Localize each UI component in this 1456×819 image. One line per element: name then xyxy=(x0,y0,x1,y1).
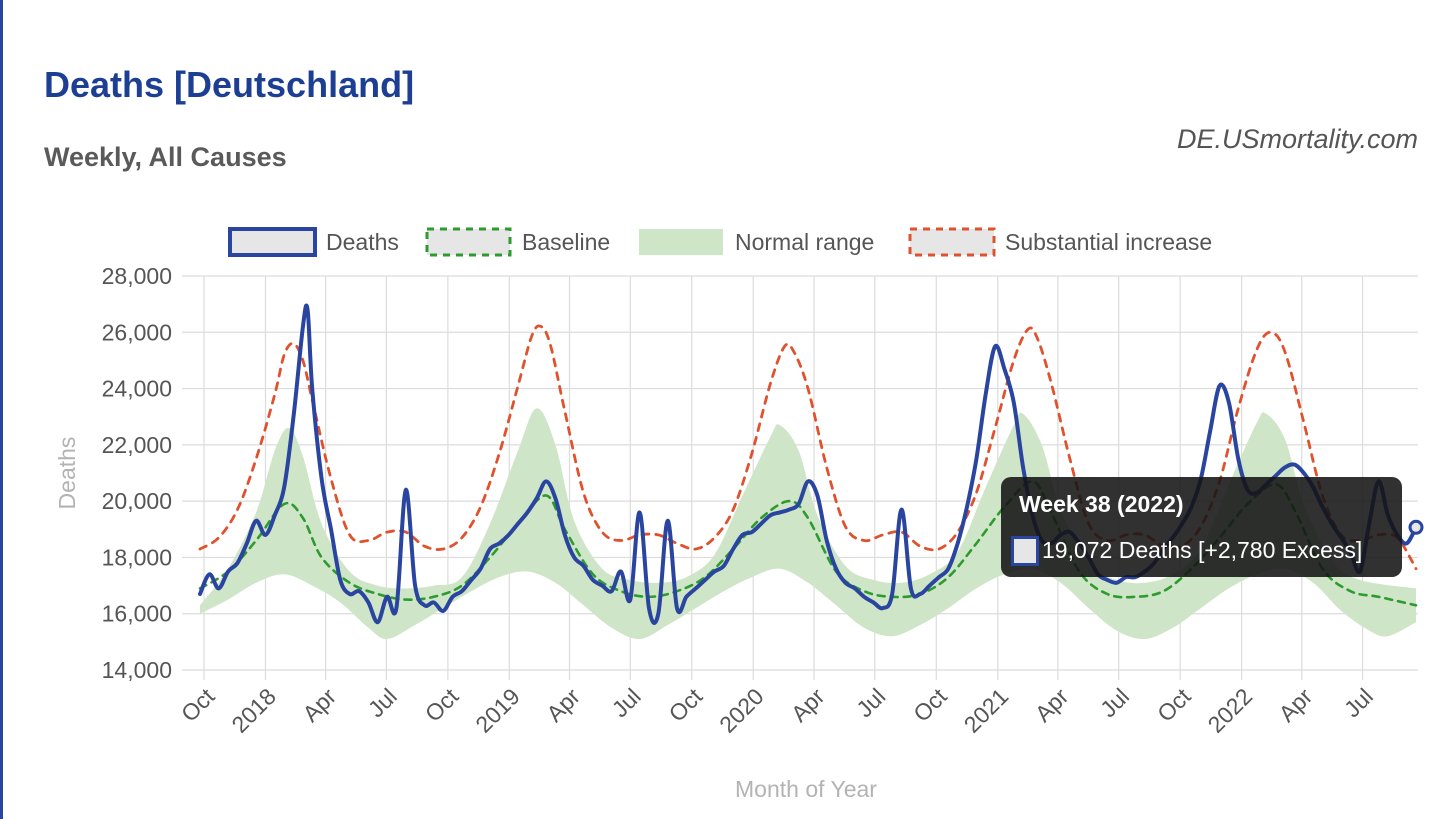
x-tick-label: Jul xyxy=(363,683,402,722)
x-tick-label: Oct xyxy=(420,683,464,727)
left-accent-rule xyxy=(0,0,3,819)
tooltip: Week 38 (2022) 19,072 Deaths [+2,780 Exc… xyxy=(1001,477,1402,577)
y-tick-label: 20,000 xyxy=(102,488,172,514)
x-tick-label: Jul xyxy=(1339,683,1378,722)
legend-item-deaths[interactable]: Deaths xyxy=(228,227,399,257)
legend-swatch-substantial-increase xyxy=(908,227,996,257)
y-tick-label: 16,000 xyxy=(102,601,172,627)
plot-area xyxy=(198,303,1418,640)
y-tick-label: 24,000 xyxy=(102,376,172,402)
legend: Deaths Baseline Normal range Substantial… xyxy=(228,227,1212,257)
legend-item-substantial-increase[interactable]: Substantial increase xyxy=(908,227,1212,257)
source-label: DE.USmortality.com xyxy=(1176,124,1418,154)
legend-label-normal-range: Normal range xyxy=(735,229,874,255)
x-axis: Oct 2018 Apr Jul Oct 2019 Apr Jul Oct 2020 Apr Jul O… xyxy=(176,683,1378,738)
legend-swatch-normal-range xyxy=(639,229,723,255)
x-tick-label: Apr xyxy=(1030,683,1074,727)
chart-title: Deaths [Deutschland] xyxy=(44,64,415,105)
legend-label-baseline: Baseline xyxy=(522,229,610,255)
x-tick-label: 2019 xyxy=(470,683,525,738)
series-line-deaths xyxy=(198,303,1418,625)
y-tick-label: 22,000 xyxy=(102,432,172,458)
x-tick-label: Apr xyxy=(786,683,830,727)
y-tick-label: 26,000 xyxy=(102,319,172,345)
y-tick-label: 28,000 xyxy=(102,263,172,289)
x-tick-label: Apr xyxy=(541,683,585,727)
legend-label-deaths: Deaths xyxy=(326,229,399,255)
chart-subtitle: Weekly, All Causes xyxy=(44,142,287,172)
x-tick-label: Jul xyxy=(607,683,646,722)
x-tick-label: Oct xyxy=(176,683,220,727)
x-tick-label: Apr xyxy=(1274,683,1318,727)
legend-swatch-deaths xyxy=(228,227,317,257)
x-tick-label: Jul xyxy=(851,683,890,722)
y-axis: 14,000 16,000 18,000 20,000 22,000 24,000 26,0… xyxy=(102,263,172,683)
legend-item-baseline[interactable]: Baseline xyxy=(425,227,610,257)
y-tick-label: 18,000 xyxy=(102,544,172,570)
x-tick-label: 2020 xyxy=(714,683,769,738)
x-axis-title: Month of Year xyxy=(735,776,877,802)
tooltip-body: 19,072 Deaths [+2,780 Excess] xyxy=(1042,537,1363,563)
legend-label-substantial-increase: Substantial increase xyxy=(1005,229,1212,255)
x-tick-label: Oct xyxy=(664,683,708,727)
x-tick-label: 2022 xyxy=(1203,683,1258,738)
x-tick-label: Oct xyxy=(1152,683,1196,727)
tooltip-title: Week 38 (2022) xyxy=(1019,491,1184,517)
x-tick-label: Jul xyxy=(1095,683,1134,722)
legend-item-normal-range[interactable]: Normal range xyxy=(639,229,874,255)
x-tick-label: Apr xyxy=(297,683,341,727)
x-tick-label: Oct xyxy=(908,683,952,727)
y-axis-title: Deaths xyxy=(54,437,80,510)
x-tick-label: 2018 xyxy=(226,683,281,738)
x-tick-label: 2021 xyxy=(959,683,1014,738)
legend-swatch-baseline xyxy=(425,227,512,257)
hover-point[interactable] xyxy=(1408,519,1424,535)
y-tick-label: 14,000 xyxy=(102,657,172,683)
tooltip-swatch xyxy=(1011,536,1039,566)
